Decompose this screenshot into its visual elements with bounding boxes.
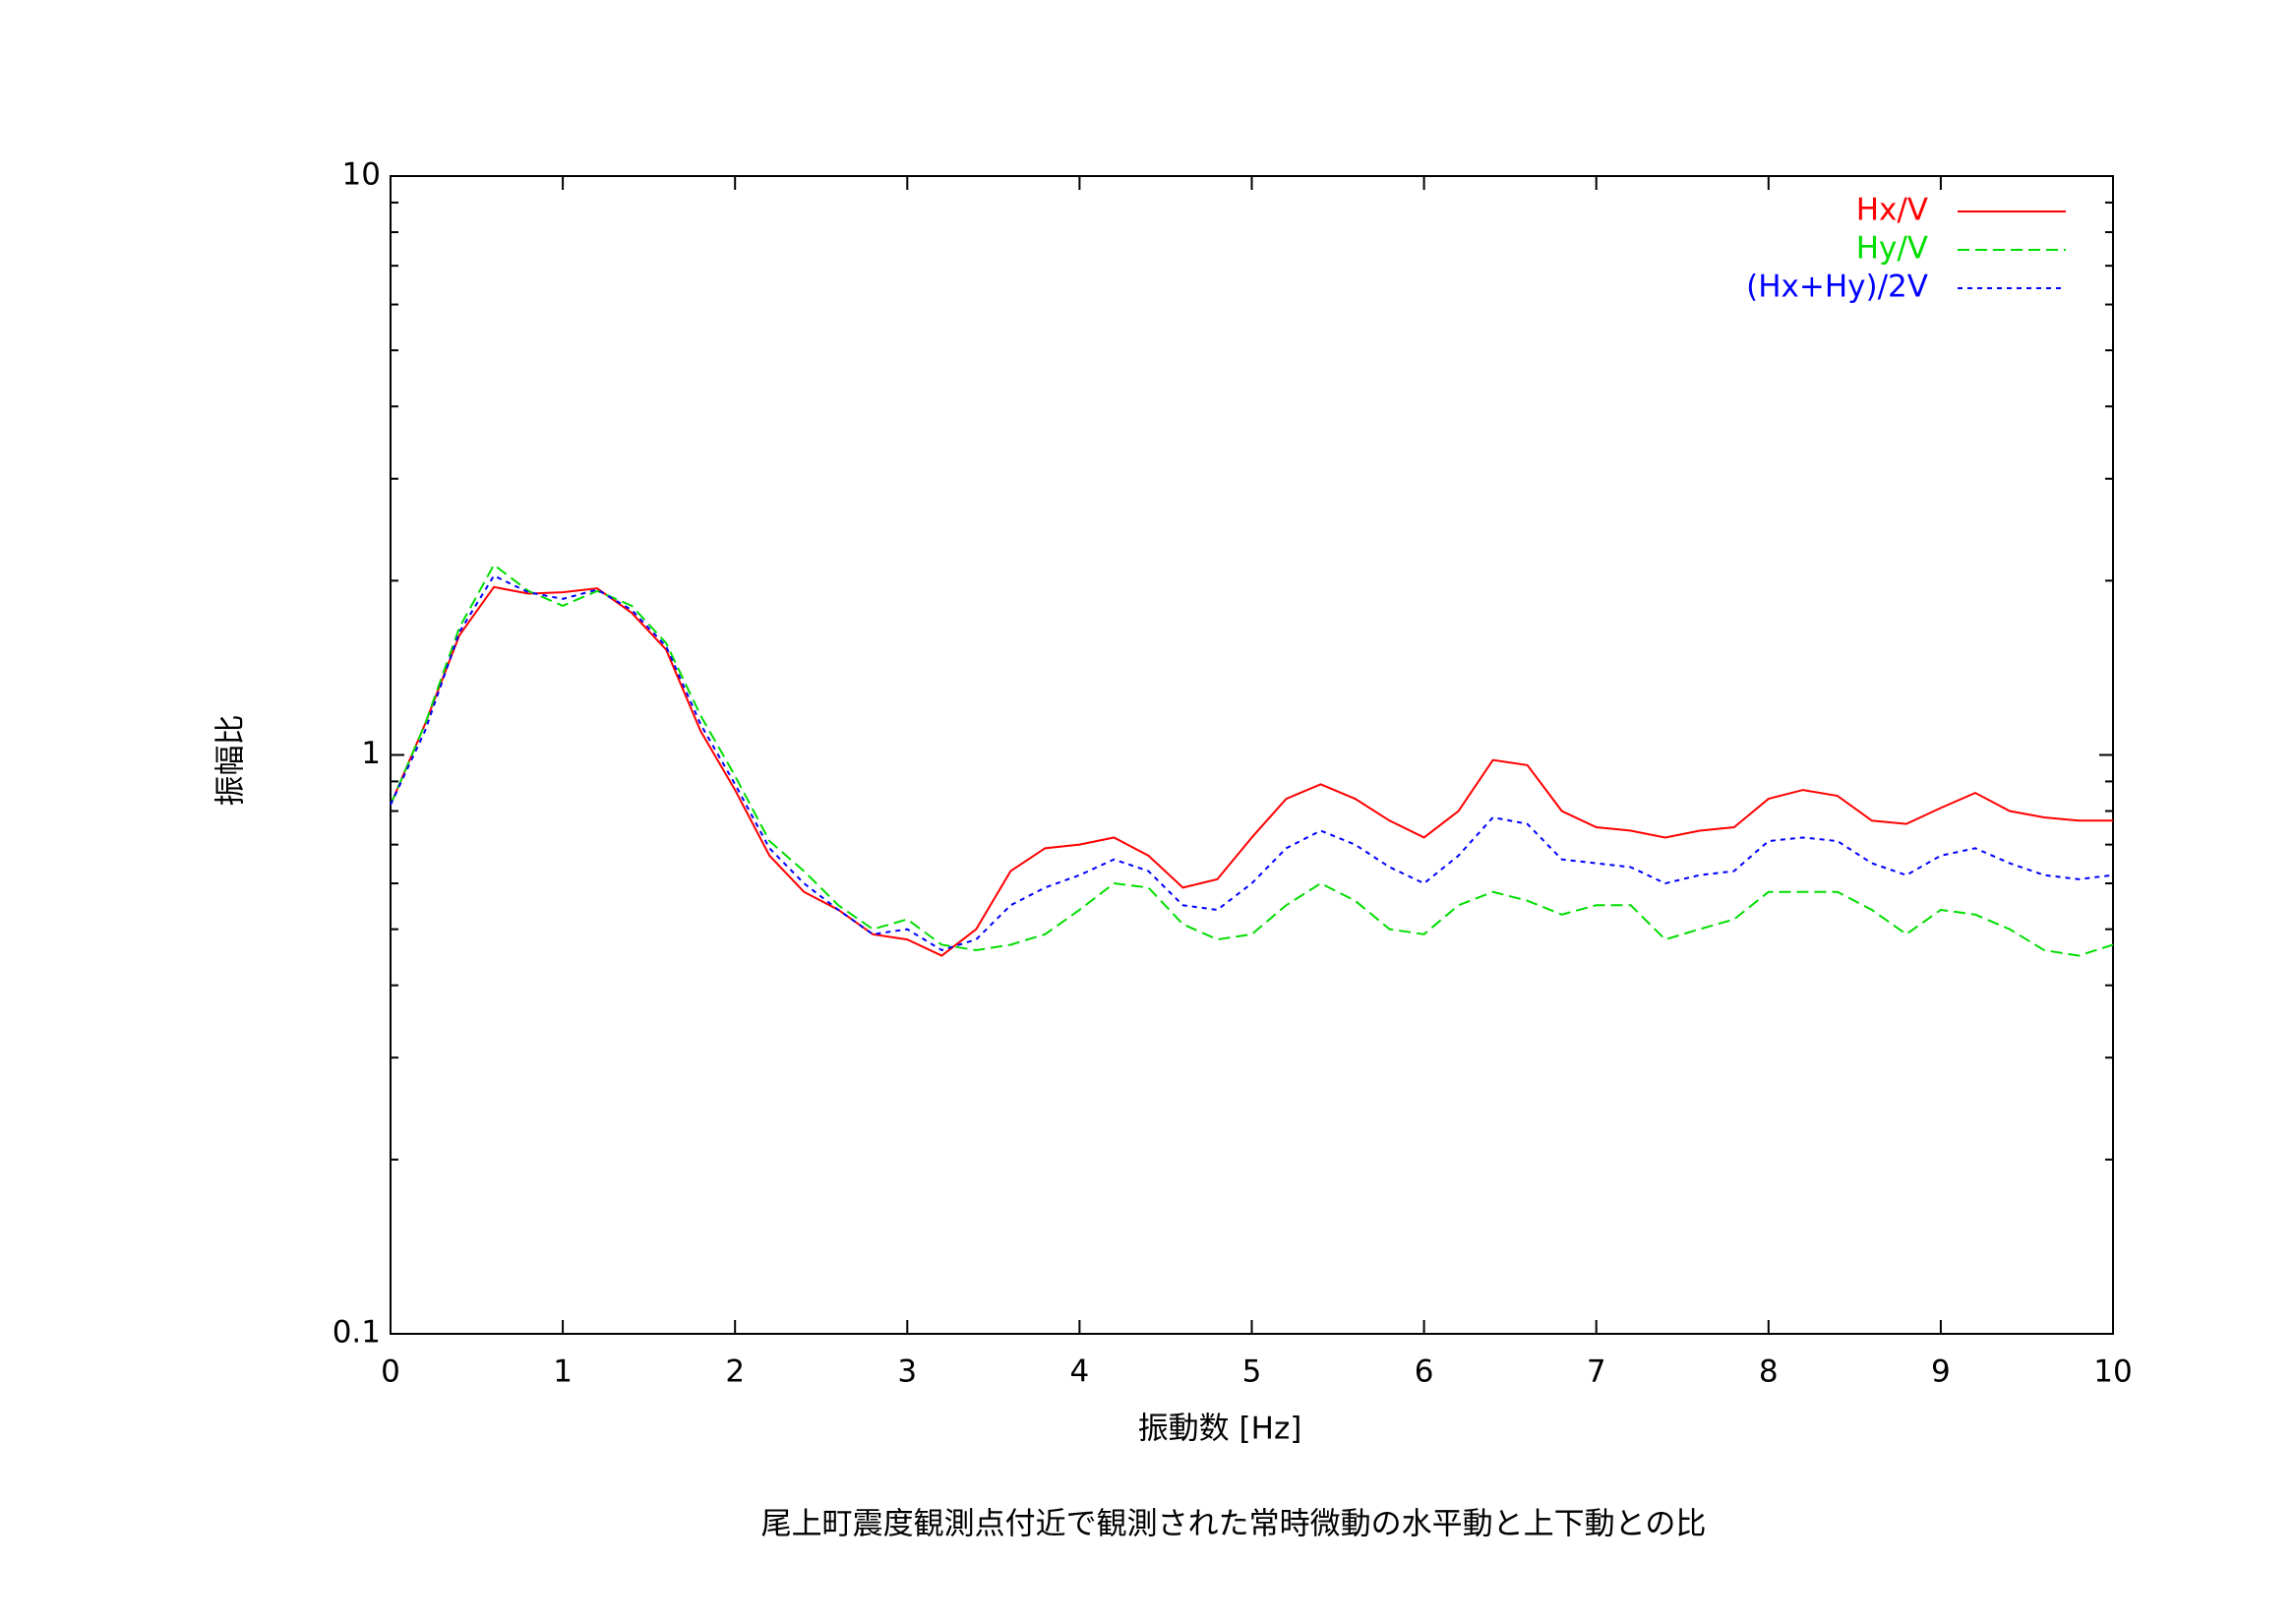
x-tick-label: 6 (1415, 1354, 1434, 1390)
x-tick-label: 8 (1759, 1354, 1779, 1390)
x-tick-label: 7 (1587, 1354, 1606, 1390)
x-tick-label: 5 (1242, 1354, 1262, 1390)
x-tick-label: 9 (1931, 1354, 1951, 1390)
chart-title: 尾上町震度観測点付近で観測された常時微動の水平動と上下動との比 (761, 1507, 1707, 1542)
y-tick-label: 10 (342, 157, 381, 193)
data-line (390, 585, 2113, 957)
x-axis-label: 振動数 [Hz] (1138, 1412, 1302, 1447)
x-tick-label: 10 (2093, 1354, 2132, 1390)
x-tick-label: 4 (1070, 1354, 1090, 1390)
x-tick-label: 1 (553, 1354, 573, 1390)
x-tick-label: 0 (381, 1354, 400, 1390)
legend-label: Hx/V (1856, 193, 1928, 228)
plot-frame (390, 175, 2114, 1335)
y-tick-label: 1 (361, 736, 381, 771)
x-tick-label: 3 (897, 1354, 917, 1390)
data-line (390, 573, 2114, 952)
x-tick-label: 2 (725, 1354, 745, 1390)
y-axis-label: 振幅比 (213, 715, 249, 807)
y-tick-label: 0.1 (332, 1315, 381, 1351)
legend-label: Hy/V (1856, 231, 1928, 267)
legend-label: (Hx+Hy)/2V (1746, 270, 1928, 305)
data-line (390, 563, 2114, 957)
